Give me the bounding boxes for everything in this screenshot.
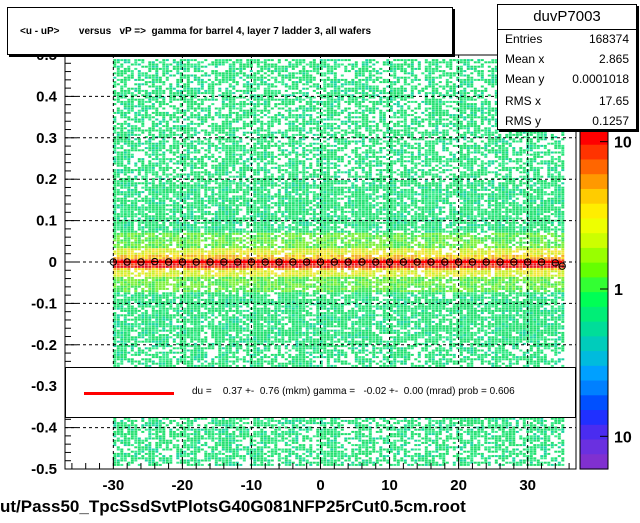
stats-value: 168374 <box>589 32 629 46</box>
x-tick-label: 30 <box>519 477 536 494</box>
palette-label: 10 <box>614 135 632 152</box>
stats-row-entries: Entries 168374 <box>498 29 636 49</box>
x-tick-label: -30 <box>102 477 124 494</box>
x-axis: -30 -20 -10 0 10 20 30 <box>72 457 569 494</box>
y-tick-label: -0.3 <box>31 378 57 395</box>
stats-row-rms-x: RMS x 17.65 <box>498 91 636 111</box>
stats-row-rms-y: RMS y 0.1257 <box>498 111 636 131</box>
y-tick-label: -0.4 <box>31 420 58 437</box>
y-tick-label: 0.3 <box>36 130 57 147</box>
x-tick-label: 10 <box>381 477 398 494</box>
y-tick-label: -0.1 <box>31 295 57 312</box>
stats-value: 17.65 <box>599 94 629 108</box>
stats-label: RMS y <box>505 114 541 128</box>
palette-label: 10 <box>614 429 632 446</box>
y-tick-label: -0.5 <box>31 461 57 478</box>
stats-label: Mean y <box>505 72 544 86</box>
x-tick-label: -10 <box>241 477 263 494</box>
fit-legend: du = 0.37 +- 0.76 (mkm) gamma = -0.02 +-… <box>65 367 576 418</box>
x-tick-label: -20 <box>172 477 194 494</box>
stats-value: 0.1257 <box>592 114 629 128</box>
y-tick-label: 0 <box>49 254 57 271</box>
stats-label: RMS x <box>505 94 541 108</box>
stats-row-mean-x: Mean x 2.865 <box>498 49 636 69</box>
palette-label: 1 <box>614 282 623 299</box>
x-tick-label: 20 <box>450 477 467 494</box>
stats-label: Entries <box>505 32 542 46</box>
y-tick-label: 0.2 <box>36 171 57 188</box>
y-tick-label: 0.4 <box>36 88 58 105</box>
title-box: <u - uP> versus vP => gamma for barrel 4… <box>7 7 453 55</box>
y-tick-label: -0.2 <box>31 337 57 354</box>
fit-legend-line <box>84 392 174 395</box>
fit-result-text: du = 0.37 +- 0.76 (mkm) gamma = -0.02 +-… <box>192 386 515 397</box>
stats-value: 0.0001018 <box>572 72 629 86</box>
x-tick-label: 0 <box>316 477 324 494</box>
stats-name: duvP7003 <box>498 5 636 30</box>
file-path-label: ut/Pass50_TpcSsdSvtPlotsG40G081NFP25rCut… <box>0 497 466 517</box>
stats-row-mean-y: Mean y 0.0001018 <box>498 69 636 89</box>
color-palette: 10 1 10 <box>580 130 632 470</box>
stats-label: Mean x <box>505 52 544 66</box>
stats-value: 2.865 <box>599 52 629 66</box>
y-tick-label: 0.1 <box>36 213 57 230</box>
stats-box: duvP7003 Entries 168374 Mean x 2.865 Mea… <box>497 4 637 130</box>
chart-title: <u - uP> versus vP => gamma for barrel 4… <box>20 26 371 37</box>
